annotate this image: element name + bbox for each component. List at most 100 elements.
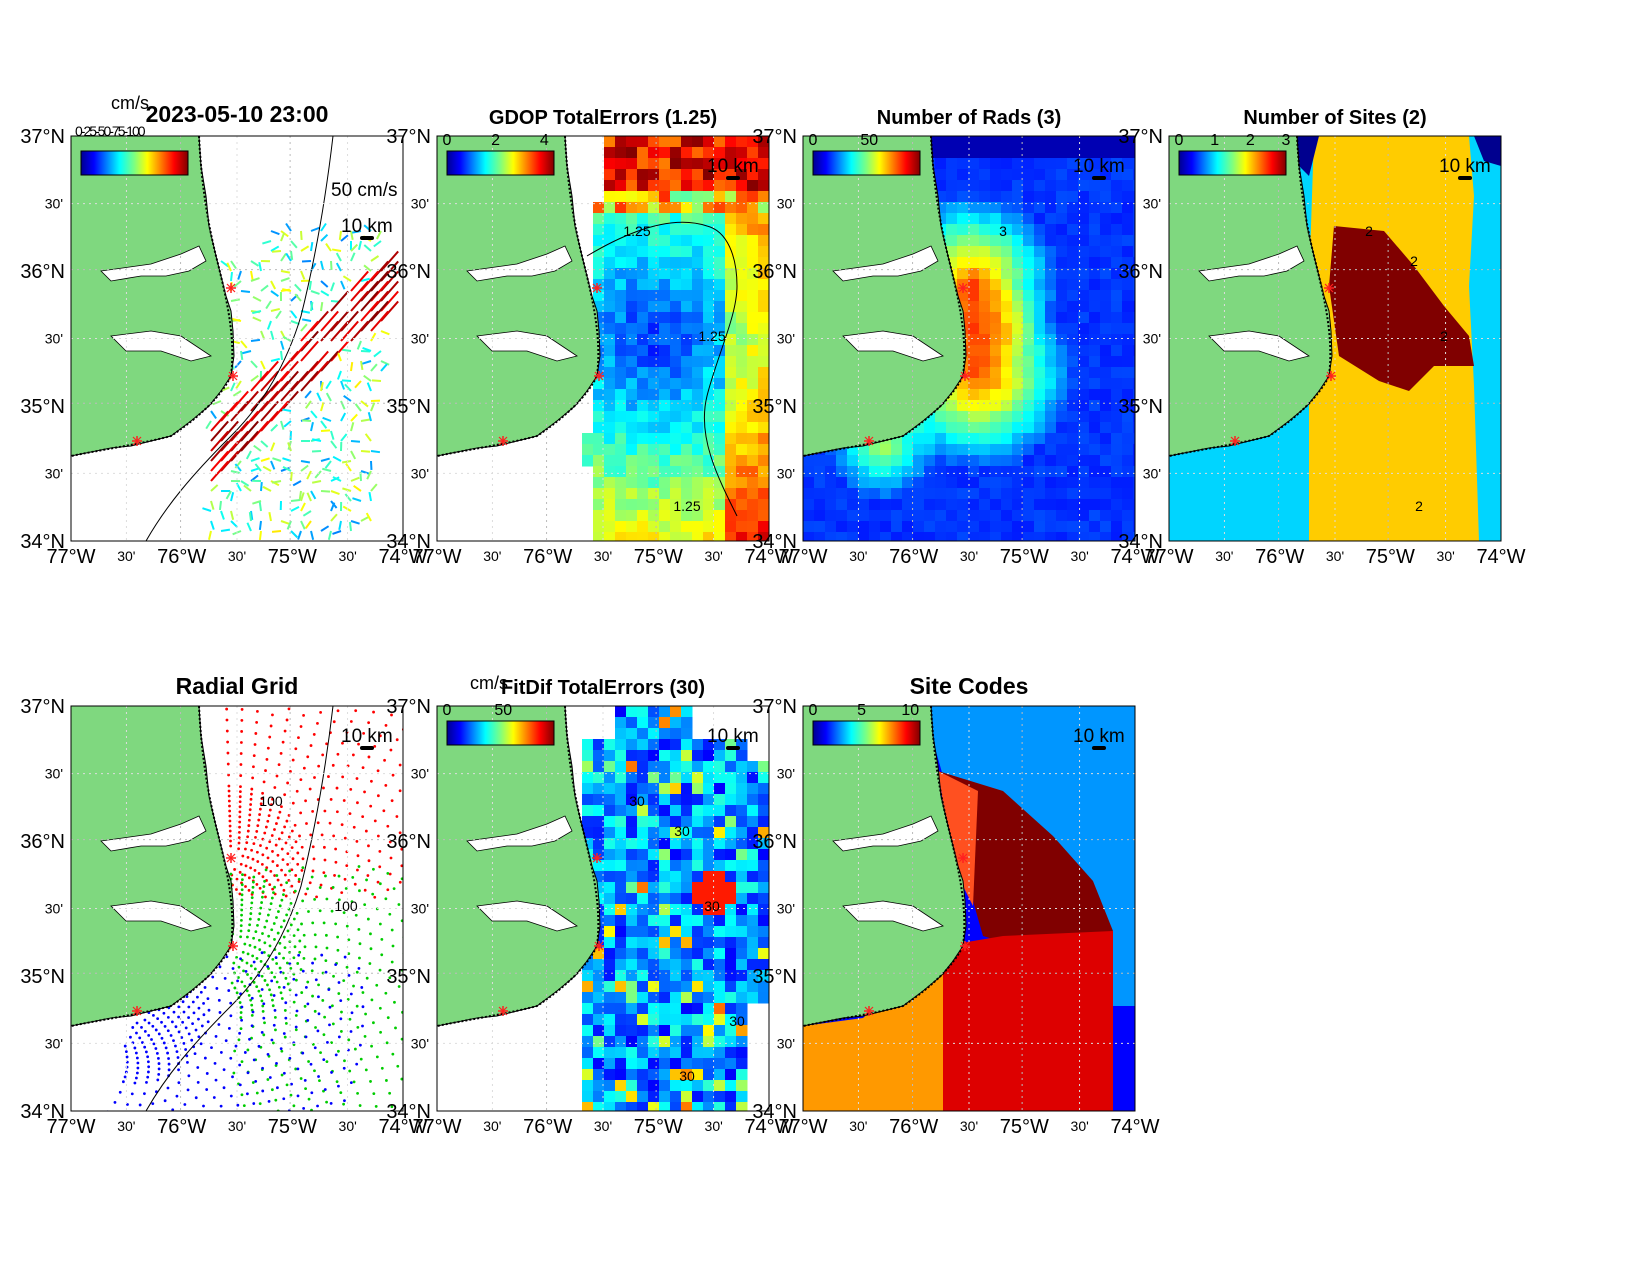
radial-point [415,1076,418,1079]
radial-point [245,961,249,965]
radial-point [176,1056,180,1059]
gdop-cell [736,433,748,445]
gdop-cell [604,180,616,192]
nrads-cell [1023,334,1035,346]
gdop-cell [648,389,660,401]
gdop-cell [747,180,759,192]
nrads-cell [957,191,969,203]
current-vector [342,275,352,282]
gdop-cell [714,510,726,522]
fitdif-cell [725,871,737,883]
nrads-cell [1089,400,1101,412]
fitdif-cell [637,904,649,916]
current-vector [366,470,372,480]
scale-bar-label: 10 km [1439,156,1491,177]
gdop-cell [593,400,605,412]
contour-label: 1.25 [673,498,700,514]
current-vector [320,260,325,270]
radial-point [240,903,244,907]
nrads-cell [1012,224,1024,236]
current-vector [210,440,229,462]
nrads-cell [1089,367,1101,379]
nrads-cell [957,158,969,170]
fitdif-cell [659,717,671,729]
gdop-cell [615,345,627,357]
radial-point [388,872,392,876]
radial-point [419,734,422,737]
radial-point [273,975,277,979]
fitdif-cell [626,772,638,784]
radial-point [255,830,259,833]
nrads-cell [1078,312,1090,324]
radial-point [100,1143,103,1146]
radial-point [350,1011,354,1015]
nrads-cell [990,488,1002,500]
radial-point [237,1038,241,1042]
fitdif-cell [648,805,660,817]
nrads-cell [968,169,980,181]
gdop-cell [703,257,715,269]
radial-point [278,810,282,814]
radial-point [239,1027,243,1031]
nrads-cell [968,224,980,236]
radial-point [239,1016,243,1019]
gdop-cell [670,301,682,313]
radial-point [172,1039,175,1043]
fitdif-cell [692,1025,704,1037]
radial-point [396,1064,400,1068]
radial-point [147,1033,151,1037]
radial-point [332,974,335,978]
current-vector [320,457,330,462]
nrads-cell [990,147,1002,159]
nrads-cell [1122,532,1134,541]
radial-point [135,1056,139,1060]
radial-point [255,720,259,724]
nrads-cell [990,345,1002,357]
fitdif-cell [670,750,682,762]
fitdif-cell [659,772,671,784]
nrads-cell [1078,411,1090,423]
nrads-cell [979,147,991,159]
fitdif-cell [626,1080,638,1092]
nrads-cell [1023,191,1035,203]
nrads-cell [803,510,815,522]
radial-point [266,746,270,750]
radial-point [240,1018,243,1022]
fitdif-cell [725,805,737,817]
radial-point [319,710,322,714]
nrads-cell [1045,235,1057,247]
radial-point [344,887,348,890]
gdop-cell [593,279,605,291]
radial-point [324,970,328,974]
radial-point [302,933,306,937]
fitdif-cell [681,1058,693,1070]
fitdif-cell [758,871,769,883]
radial-point [257,871,261,875]
current-vector [354,380,362,389]
gdop-cell [692,356,704,368]
fitdif-cell [604,1047,616,1059]
fitdif-cell [659,1080,671,1092]
nrads-cell [836,466,848,478]
fitdif-cell [648,717,660,729]
nrads-cell [979,411,991,423]
panel-title: Number of Rads (3) [877,107,1061,129]
fitdif-cell [637,1047,649,1059]
current-vector [226,262,232,272]
nrads-cell [1100,246,1112,258]
fitdif-cell [692,937,704,949]
fitdif-cell [692,904,704,916]
fitdif-cell [692,992,704,1004]
radial-point [234,1044,238,1048]
radial-point [382,809,386,813]
radial-point [311,994,314,998]
nrads-cell [1133,455,1135,467]
current-vector [270,307,280,312]
gdop-cell [736,389,748,401]
lon-tick-label: 75°W [1000,546,1049,568]
radial-point [275,962,279,965]
gdop-cell [604,191,616,203]
fitdif-cell [615,728,627,740]
current-vector [240,340,248,349]
nrads-cell [869,477,881,489]
